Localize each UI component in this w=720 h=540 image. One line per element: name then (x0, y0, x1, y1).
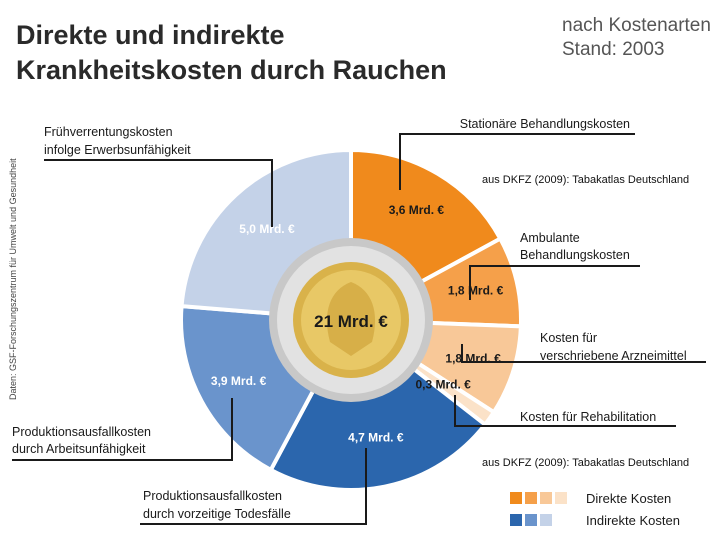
slice-value-label-7: 5,0 Mrd. € (239, 222, 295, 236)
legend-swatch-1-1 (510, 492, 522, 504)
leader-line-6 (12, 398, 233, 461)
legend: Direkte Kosten Indirekte Kosten (510, 491, 680, 528)
slice-category-label-3-line-1: Kosten für (540, 331, 597, 345)
slice-value-label-1: 3,6 Mrd. € (389, 203, 445, 217)
leader-line-4 (454, 395, 676, 427)
subtitle-line-1: nach Kostenarten (562, 15, 711, 36)
leader-line-7 (44, 159, 273, 227)
slice-value-label-3: 1,8 Mrd. € (445, 351, 501, 365)
slice-category-label-5-line-2: durch vorzeitige Todesfälle (143, 507, 291, 521)
pie-slice-5 (268, 316, 488, 492)
slice-category-label-1-line-1: Stationäre Behandlungskosten (460, 117, 630, 131)
eagle-icon (326, 282, 376, 356)
slice-category-label-2-line-1: Ambulante (520, 231, 580, 245)
legend-swatch-1-3 (540, 492, 552, 504)
title-line-1: Direkte und indirekte (16, 20, 285, 50)
slice-category-label-7-line-2: infolge Erwerbsunfähigkeit (44, 143, 191, 157)
leader-line-1 (399, 133, 635, 190)
title-line-2: Krankheitskosten durch Rauchen (16, 55, 447, 85)
slice-value-label-5: 4,7 Mrd. € (348, 430, 404, 444)
slice-value-label-2: 1,8 Mrd. € (448, 284, 504, 298)
legend-swatch-2-3 (540, 514, 552, 526)
slice-category-label-5-line-1: Produktionsausfallkosten (143, 489, 282, 503)
slice-value-label-6: 3,9 Mrd. € (211, 374, 267, 388)
leader-line-2 (469, 265, 640, 300)
legend-swatch-1-4 (555, 492, 567, 504)
slice-category-label-3-line-2: verschriebene Arzneimittel (540, 349, 687, 363)
legend-label-2: Indirekte Kosten (586, 513, 680, 528)
subtitle-line-2: Stand: 2003 (562, 39, 665, 60)
slice-category-label-2-line-2: Behandlungskosten (520, 248, 630, 262)
legend-swatch-2-2 (525, 514, 537, 526)
page-title: Direkte und indirekte Krankheitskosten d… (16, 18, 447, 88)
credit-text-top: aus DKFZ (2009): Tabakatlas Deutschland (482, 174, 690, 186)
legend-swatch-2-1 (510, 514, 522, 526)
leader-line-5 (140, 448, 367, 525)
slice-category-label-4-line-1: Kosten für Rehabilitation (520, 410, 656, 424)
slice-category-label-7-line-1: Frühverrentungskosten (44, 125, 173, 139)
legend-swatch-1-2 (525, 492, 537, 504)
total-label: 21 Mrd. € (314, 312, 388, 331)
slice-category-label-6-line-2: durch Arbeitsunfähigkeit (12, 442, 146, 456)
page-subtitle: nach Kostenarten Stand: 2003 (562, 14, 711, 62)
legend-label-1: Direkte Kosten (586, 491, 671, 506)
slice-category-label-6-line-1: Produktionsausfallkosten (12, 425, 151, 439)
slice-value-label-4: 0,3 Mrd. € (416, 377, 472, 391)
leader-line-3 (461, 344, 706, 363)
credit-text-bottom: aus DKFZ (2009): Tabakatlas Deutschland (482, 457, 690, 469)
